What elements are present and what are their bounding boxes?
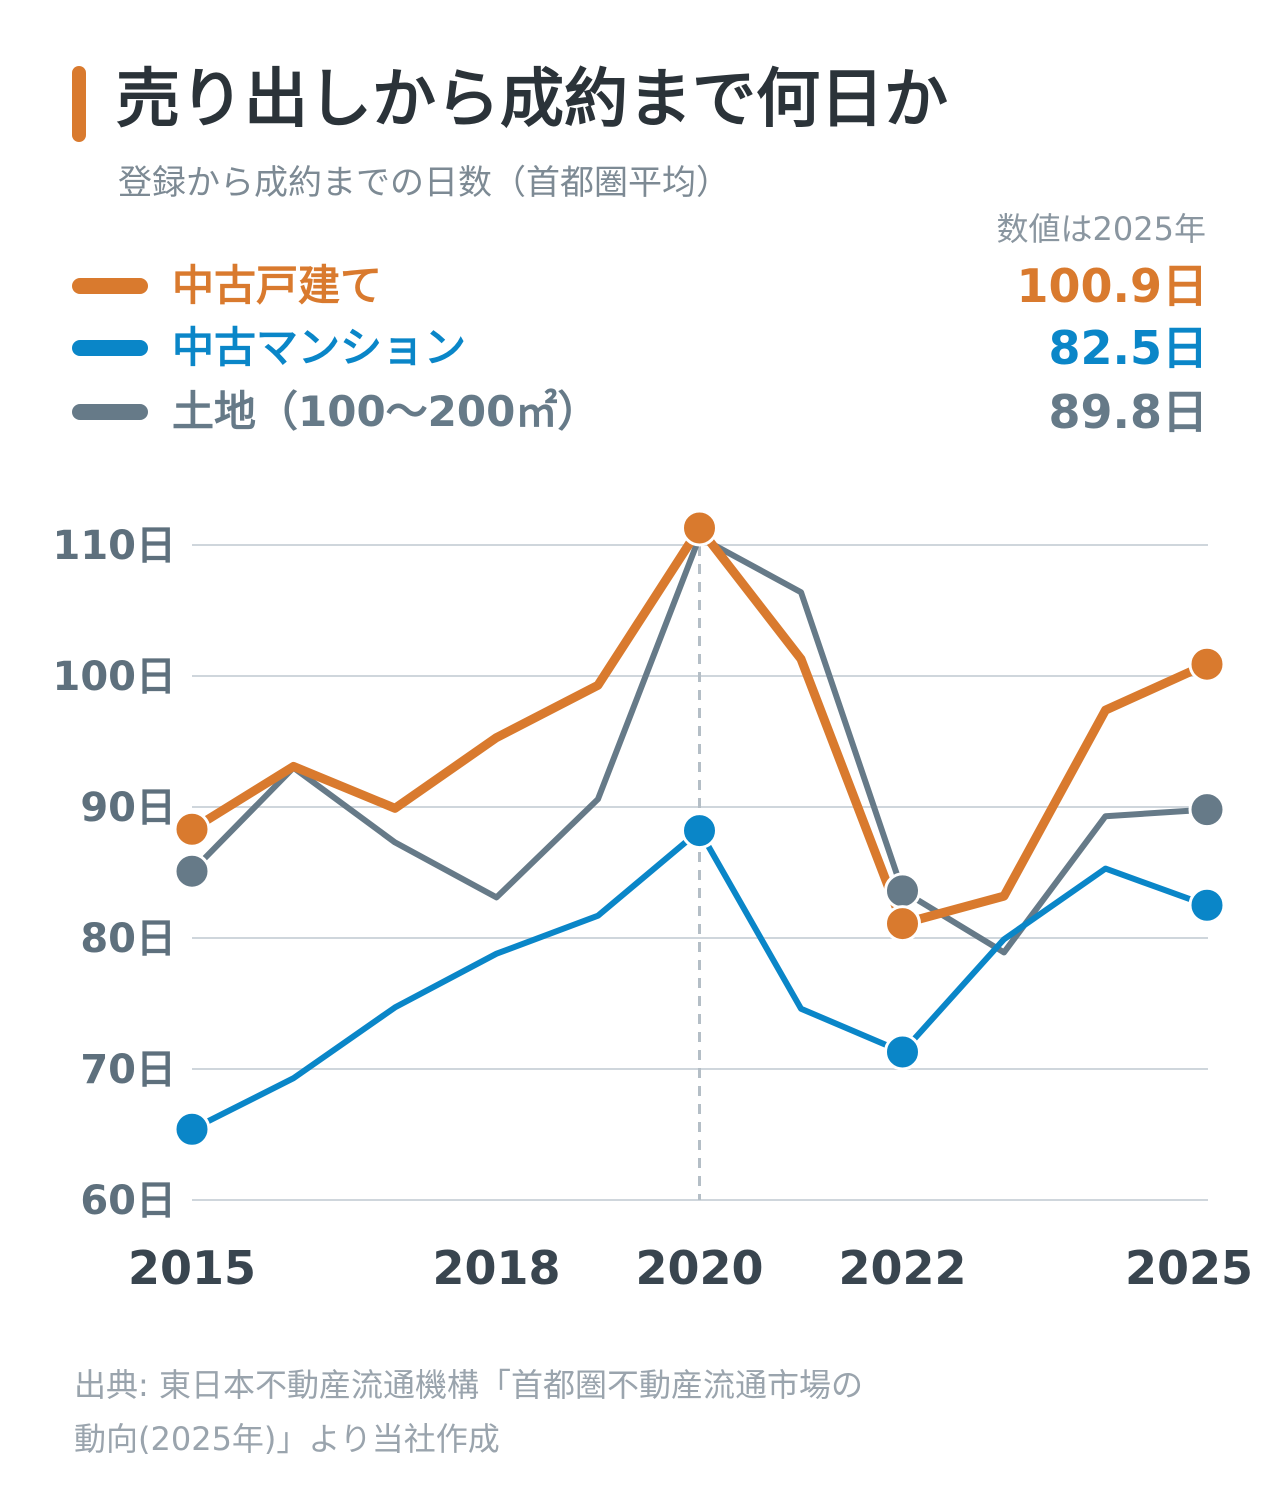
- data-point: [884, 1033, 921, 1071]
- x-tick-label: 2015: [128, 1241, 256, 1295]
- legend-item-land: 土地（100〜200㎡） 89.8日: [72, 382, 1208, 442]
- x-tick-label: 2018: [432, 1241, 560, 1295]
- title-accent-bar: [72, 66, 86, 142]
- data-point: [1188, 886, 1226, 924]
- x-tick-label: 2020: [635, 1241, 763, 1295]
- data-point: [884, 872, 921, 910]
- source-note: 出典: 東日本不動産流通機構「首都圏不動産流通市場の 動向(2025年)」より当…: [74, 1358, 1174, 1466]
- legend-label: 中古マンション: [172, 323, 467, 372]
- data-point: [681, 812, 718, 850]
- data-point: [681, 509, 718, 547]
- legend-item-detached: 中古戸建て 100.9日: [72, 256, 1208, 316]
- legend-swatch: [72, 278, 148, 294]
- data-point: [173, 810, 211, 848]
- legend-label: 土地（100〜200㎡）: [172, 387, 600, 436]
- legend-swatch: [72, 340, 148, 356]
- data-point: [884, 905, 921, 943]
- x-tick-label: 2025: [1125, 1241, 1253, 1295]
- data-point: [1188, 645, 1226, 683]
- y-tick-label: 100日: [53, 654, 177, 700]
- source-line-2: 動向(2025年)」より当社作成: [74, 1420, 500, 1458]
- y-tick-label: 80日: [80, 916, 176, 962]
- line-chart: 110日 100日 90日 80日 70日 60日 2015 2018 2020 2022 2025: [53, 509, 1253, 1295]
- y-tick-label: 70日: [80, 1047, 176, 1093]
- legend-item-condo: 中古マンション 82.5日: [72, 318, 1208, 378]
- legend-value: 82.5日: [1048, 321, 1209, 375]
- legend-value: 100.9日: [1016, 259, 1208, 313]
- data-point: [173, 1110, 211, 1148]
- source-line-1: 出典: 東日本不動産流通機構「首都圏不動産流通市場の: [74, 1366, 863, 1404]
- legend-label: 中古戸建て: [172, 261, 383, 310]
- y-tick-label: 60日: [80, 1178, 176, 1224]
- page-title: 売り出しから成約まで何日か: [116, 63, 948, 137]
- x-tick-label: 2022: [838, 1241, 966, 1295]
- y-tick-label: 90日: [80, 785, 176, 831]
- y-tick-label: 110日: [53, 523, 177, 569]
- legend-value: 89.8日: [1048, 385, 1209, 439]
- value-note: 数値は2025年: [996, 210, 1206, 248]
- legend-swatch: [72, 404, 148, 420]
- data-point: [1188, 791, 1226, 829]
- page-subtitle: 登録から成約までの日数（首都圏平均）: [118, 163, 730, 203]
- data-point: [173, 852, 211, 890]
